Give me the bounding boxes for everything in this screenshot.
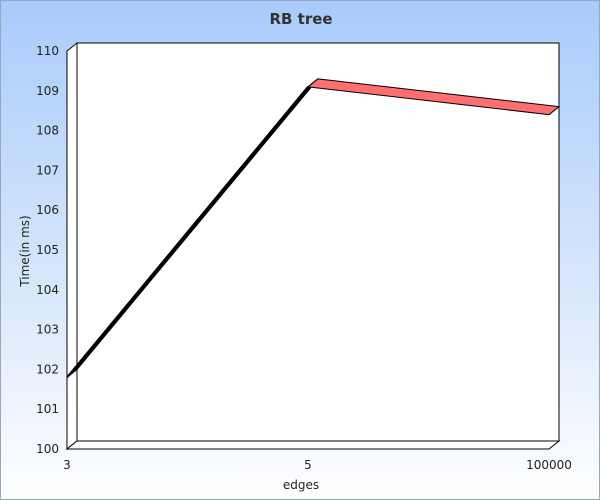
y-tick-label: 102 <box>36 362 59 376</box>
series-ribbon-segment-2 <box>307 78 560 116</box>
x-axis-label: edges <box>283 478 319 492</box>
y-tick-label: 107 <box>36 163 59 177</box>
y-tick-label: 109 <box>36 84 59 98</box>
x-tick-label: 100000 <box>526 458 572 472</box>
y-tick-label: 100 <box>36 442 59 456</box>
y-axis-label: Time(in ms) <box>18 215 32 287</box>
y-tick-label: 105 <box>36 243 59 257</box>
plot-area: 100 101 102 103 104 105 106 107 108 109 110 3 5 10000… <box>36 41 572 472</box>
plot-back-wall <box>76 42 560 442</box>
x-tick-label: 5 <box>304 458 312 472</box>
plot-floor <box>65 440 561 450</box>
y-tick-label: 110 <box>36 44 59 58</box>
y-tick-label: 104 <box>36 283 59 297</box>
plot-left-wall <box>66 41 78 451</box>
series-line-segment-1 <box>66 86 309 378</box>
y-tick-label: 106 <box>36 203 59 217</box>
y-tick-label: 103 <box>36 323 59 337</box>
x-tick-label: 3 <box>63 458 71 472</box>
y-tick-label: 108 <box>36 124 59 138</box>
y-tick-label: 101 <box>36 402 59 416</box>
chart-title: RB tree <box>269 10 332 28</box>
